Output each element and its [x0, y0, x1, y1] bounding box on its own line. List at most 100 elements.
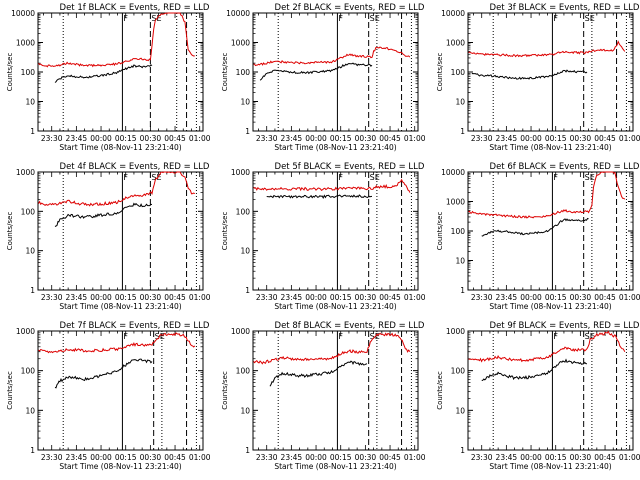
y-tick-label: 100: [236, 367, 251, 376]
x-tick-label: 00:00: [305, 293, 327, 302]
plot-frame: [37, 12, 204, 132]
marker-label-se: SE: [585, 173, 595, 182]
panel-det-9: Det 9f BLACK = Events, RED = LLD 1 10 100 10…: [436, 321, 640, 471]
x-tick-label: 23:45: [66, 293, 88, 302]
y-axis-label: Counts/sec: [436, 212, 444, 251]
x-tick-label: 00:00: [90, 134, 112, 143]
y-tick-label: 1000: [231, 39, 250, 48]
y-tick-label: 1: [245, 127, 250, 136]
panel-det-2: Det 2f BLACK = Events, RED = LLD 1 10 100 10…: [221, 3, 426, 152]
marker-label-se: SE: [585, 14, 595, 23]
y-axis-label: Counts/sec: [221, 53, 229, 92]
marker-label-f: F: [338, 173, 343, 182]
series-events: [54, 358, 153, 389]
panel-title: Det 8f BLACK = Events, RED = LLD: [275, 321, 425, 331]
panel-det-5: Det 5f BLACK = Events, RED = LLD 1 10 100 10…: [221, 162, 426, 311]
plot-frame: [252, 171, 419, 291]
plot-frame: [37, 330, 204, 451]
x-tick-label: 00:00: [90, 453, 112, 462]
x-tick-label: 00:30: [140, 453, 162, 462]
x-tick-label: 00:45: [594, 134, 616, 143]
y-tick-label: 1: [460, 446, 465, 455]
y-tick-label: 10: [25, 406, 35, 415]
y-tick-label: 1: [245, 446, 250, 455]
plot-frame: [467, 171, 634, 291]
series-lld: [38, 171, 196, 207]
x-tick-label: 00:15: [115, 453, 137, 462]
x-tick-label: 23:30: [471, 134, 493, 143]
x-tick-label: 23:45: [281, 134, 303, 143]
x-tick-label: 23:30: [256, 293, 278, 302]
x-tick-label: 00:30: [355, 293, 377, 302]
y-tick-label: 10000: [441, 9, 465, 18]
y-axis-label: Counts/sec: [6, 371, 14, 410]
x-tick-label: 00:15: [545, 453, 567, 462]
y-tick-label: 1: [30, 446, 35, 455]
y-tick-label: 10: [240, 247, 250, 256]
series-lld: [253, 332, 411, 365]
x-tick-label: 01:00: [189, 453, 211, 462]
x-axis-label: Start Time (08-Nov-11 23:21:40): [59, 462, 181, 471]
panel-title: Det 5f BLACK = Events, RED = LLD: [275, 162, 425, 172]
x-tick-label: 00:00: [90, 293, 112, 302]
x-tick-label: 23:30: [41, 293, 63, 302]
y-axis-label: Counts/sec: [6, 53, 14, 92]
marker-label-se: SE: [585, 332, 595, 341]
x-tick-label: 23:45: [496, 453, 518, 462]
y-tick-label: 1000: [231, 168, 250, 177]
y-tick-label: 1: [460, 127, 465, 136]
x-tick-label: 00:00: [520, 453, 542, 462]
x-tick-label: 00:30: [570, 453, 592, 462]
y-tick-label: 100: [236, 207, 251, 216]
y-tick-label: 1: [245, 286, 250, 295]
y-tick-label: 100: [451, 367, 466, 376]
x-axis-label: Start Time (08-Nov-11 23:21:40): [59, 302, 181, 311]
x-axis-label: Start Time (08-Nov-11 23:21:40): [489, 462, 611, 471]
y-tick-label: 1000: [231, 327, 250, 336]
y-tick-label: 100: [236, 68, 251, 77]
x-tick-label: 23:30: [41, 134, 63, 143]
panel-title: Det 1f BLACK = Events, RED = LLD: [60, 3, 210, 13]
x-tick-label: 23:30: [471, 453, 493, 462]
series-events: [481, 217, 589, 237]
panel-title: Det 9f BLACK = Events, RED = LLD: [490, 321, 640, 331]
x-tick-label: 00:45: [379, 453, 401, 462]
x-tick-label: 00:00: [305, 453, 327, 462]
x-tick-label: 00:00: [520, 293, 542, 302]
marker-label-f: F: [123, 332, 128, 341]
panel-det-1: Det 1f BLACK = Events, RED = LLD 1 10 100 10…: [6, 3, 211, 152]
x-tick-label: 01:00: [619, 453, 640, 462]
x-tick-label: 00:15: [330, 293, 352, 302]
y-tick-label: 10: [455, 257, 465, 266]
x-tick-label: 00:00: [305, 134, 327, 143]
y-tick-label: 1: [30, 127, 35, 136]
x-tick-label: 00:30: [355, 134, 377, 143]
x-tick-label: 00:45: [164, 134, 186, 143]
y-tick-label: 10: [240, 98, 250, 107]
x-tick-label: 00:30: [570, 134, 592, 143]
x-axis-label: Start Time (08-Nov-11 23:21:40): [489, 143, 611, 152]
series-events: [54, 202, 153, 227]
y-axis-label: Counts/sec: [221, 212, 229, 251]
panel-title: Det 6f BLACK = Events, RED = LLD: [490, 162, 640, 172]
series-lld: [253, 178, 411, 193]
x-axis-label: Start Time (08-Nov-11 23:21:40): [274, 143, 396, 152]
x-tick-label: 00:15: [545, 293, 567, 302]
x-axis-label: Start Time (08-Nov-11 23:21:40): [59, 143, 181, 152]
marker-label-f: F: [338, 14, 343, 23]
panel-det-6: Det 6f BLACK = Events, RED = LLD 1 10 100 10…: [436, 162, 640, 311]
x-tick-label: 01:00: [189, 134, 211, 143]
marker-label-f: F: [553, 332, 558, 341]
x-tick-label: 00:15: [115, 134, 137, 143]
y-tick-label: 10: [240, 406, 250, 415]
x-tick-label: 23:30: [41, 453, 63, 462]
y-tick-label: 1000: [446, 39, 465, 48]
plot-frame: [467, 12, 634, 132]
x-tick-label: 23:30: [471, 293, 493, 302]
series-events: [269, 360, 368, 387]
x-tick-label: 00:30: [140, 293, 162, 302]
x-tick-label: 00:00: [520, 134, 542, 143]
x-tick-label: 23:45: [281, 453, 303, 462]
y-tick-label: 1000: [16, 39, 35, 48]
series-lld: [38, 332, 196, 354]
